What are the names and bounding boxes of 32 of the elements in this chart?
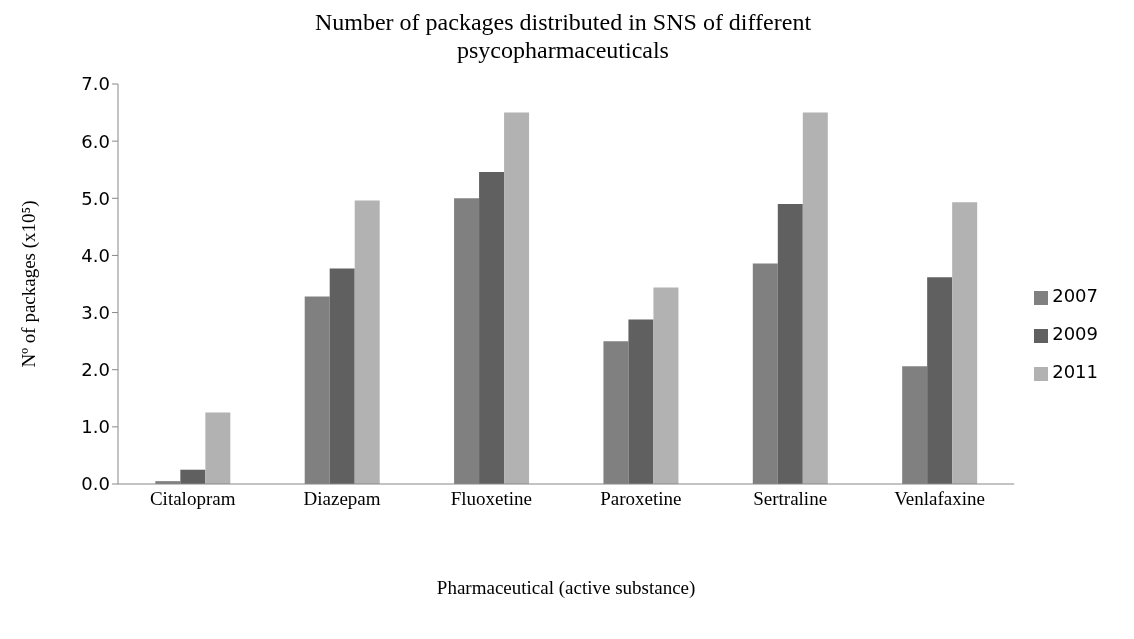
x-tick-label: Venlafaxine	[894, 488, 985, 510]
bar	[927, 277, 953, 484]
legend-label: 2009	[1052, 323, 1098, 344]
y-tick-label: 5.0	[81, 187, 110, 209]
y-tick-label: 7.0	[81, 73, 110, 95]
x-axis-title: Pharmaceutical (active substance)	[436, 577, 696, 599]
bar	[504, 112, 530, 484]
y-tick-label: 3.0	[81, 301, 110, 323]
x-tick-label: Diazepam	[303, 488, 381, 510]
bar	[653, 287, 679, 484]
x-tick-label: Fluoxetine	[450, 488, 533, 510]
legend-label: 2007	[1052, 285, 1098, 306]
y-tick-label: 1.0	[81, 416, 110, 438]
bar	[329, 268, 355, 484]
bar	[180, 469, 206, 484]
bar	[802, 112, 828, 484]
x-tick-label: Sertraline	[753, 488, 828, 510]
y-tick-label: 0.0	[81, 473, 110, 495]
x-tick-label: Paroxetine	[600, 488, 682, 510]
y-tick-label: 2.0	[81, 359, 110, 381]
bar	[479, 172, 505, 484]
y-tick-label: 6.0	[81, 130, 110, 152]
bar	[777, 204, 803, 484]
y-tick-label: 4.0	[81, 244, 110, 266]
x-tick-label: Citalopram	[149, 488, 236, 510]
bar	[354, 200, 380, 484]
bar	[205, 412, 231, 484]
chart-title: Number of packages distributed in SNS of different psycopharmaceuticals	[313, 8, 813, 64]
bar	[628, 319, 654, 484]
bar	[952, 202, 978, 484]
legend-label: 2011	[1052, 361, 1098, 382]
y-axis-title: Nº of packages (x10⁵)	[17, 200, 40, 368]
